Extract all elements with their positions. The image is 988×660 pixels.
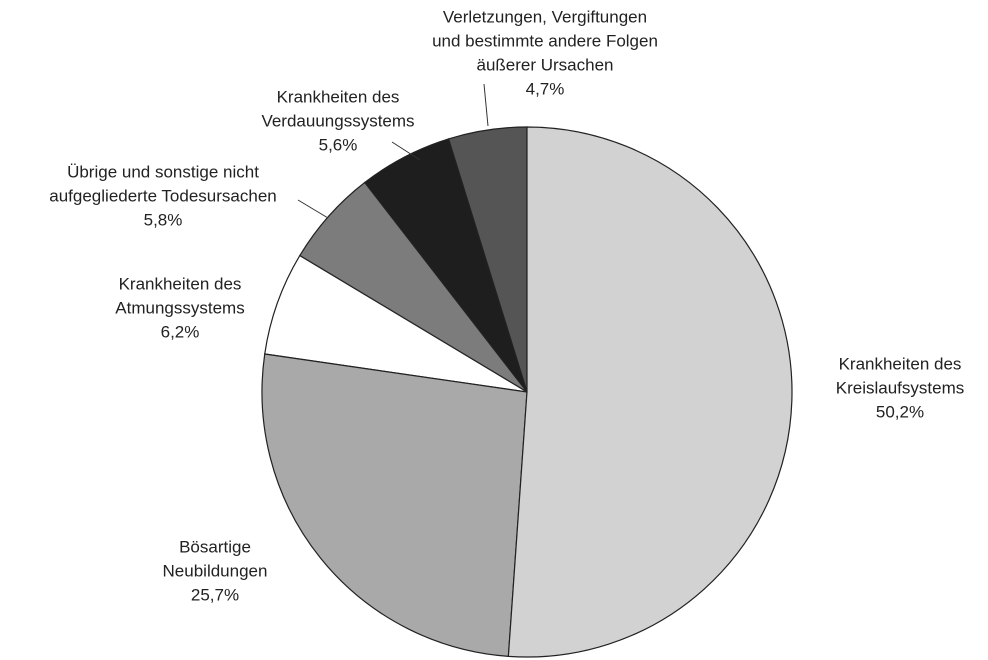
slice-label: Kreislaufsystems — [836, 378, 964, 397]
leader-line — [391, 141, 421, 161]
slice-label: äußerer Ursachen — [476, 55, 613, 74]
leader-lines — [297, 83, 489, 219]
slice-label: Krankheiten des — [839, 354, 962, 373]
slice-label: und bestimmte andere Folgen — [432, 31, 658, 50]
slice-label: Krankheiten des — [119, 274, 242, 293]
leader-line — [297, 199, 329, 219]
leader-line — [483, 83, 489, 127]
slice-label: Neubildungen — [163, 561, 268, 580]
pie-slice — [261, 353, 528, 657]
slice-label: Krankheiten des — [277, 87, 400, 106]
value-label: 50,2% — [876, 402, 924, 421]
value-label: 6,2% — [161, 322, 200, 341]
value-label: 5,8% — [144, 210, 183, 229]
value-label: 4,7% — [526, 79, 565, 98]
slice-label: Atmungssystems — [115, 298, 244, 317]
slice-label: Bösartige — [179, 537, 251, 556]
slice-label: Übrige und sonstige nicht — [67, 162, 259, 181]
value-label: 5,6% — [319, 135, 358, 154]
slice-label: Verdauungssystems — [261, 111, 414, 130]
slice-label: Verletzungen, Vergiftungen — [443, 7, 647, 26]
slice-label: aufgegliederte Todesursachen — [49, 186, 276, 205]
value-label: 25,7% — [191, 585, 239, 604]
pie-slice — [507, 126, 793, 658]
